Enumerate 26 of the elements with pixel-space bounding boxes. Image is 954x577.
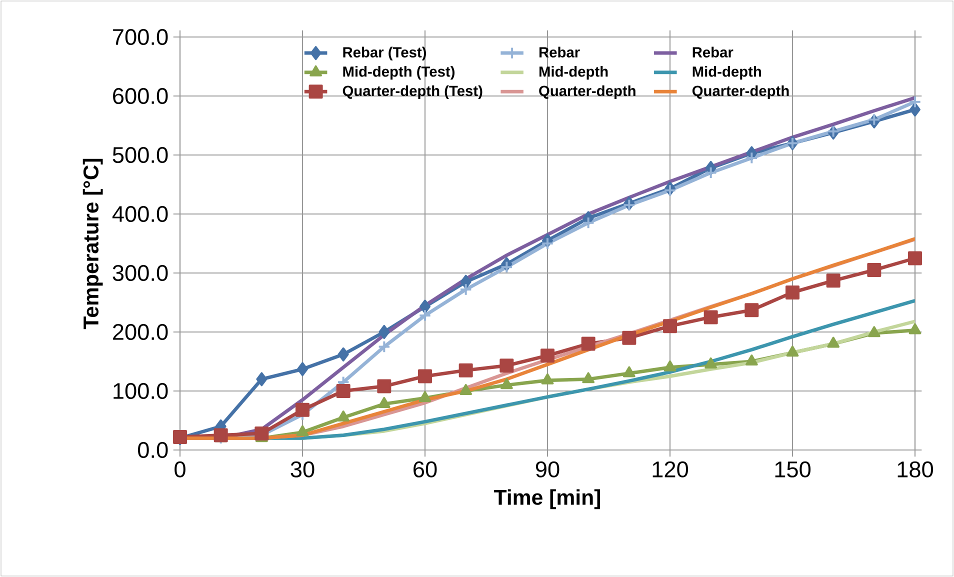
- legend-label: Rebar (Test): [343, 46, 426, 60]
- x-tick-label: 0: [174, 461, 186, 478]
- legend-label: Mid-depth (Test): [343, 66, 455, 80]
- x-tick-label: 180: [898, 461, 934, 478]
- legend-label: Quarter-depth: [539, 85, 636, 99]
- x-tick-label: 120: [652, 461, 688, 478]
- legend-label: Rebar: [692, 46, 734, 58]
- legend-label: Quarter-depth: [692, 85, 789, 99]
- x-tick-label: 90: [536, 461, 560, 478]
- x-tick-label: 150: [775, 461, 811, 478]
- legend-label: Rebar: [539, 46, 580, 58]
- x-tick-label: 30: [290, 461, 314, 478]
- y-tick-label: 700.0: [113, 28, 168, 46]
- y-tick-label: 600.0: [113, 88, 168, 104]
- y-axis-title: Temperature [°C]: [82, 158, 103, 330]
- x-axis-title: Time [min]: [494, 489, 600, 510]
- legend-label: Mid-depth: [692, 66, 762, 80]
- y-tick-label: 200.0: [113, 324, 168, 340]
- legend-label: Mid-depth: [539, 66, 608, 80]
- y-tick-label: 300.0: [112, 264, 168, 282]
- y-tick-label: 100.0: [114, 382, 168, 400]
- y-tick-label: 400.0: [112, 206, 168, 222]
- y-tick-label: 0.0: [138, 442, 168, 458]
- y-tick-label: 500.0: [112, 146, 168, 164]
- x-tick-label: 60: [414, 461, 437, 478]
- legend-label: Quarter-depth (Test): [342, 85, 482, 99]
